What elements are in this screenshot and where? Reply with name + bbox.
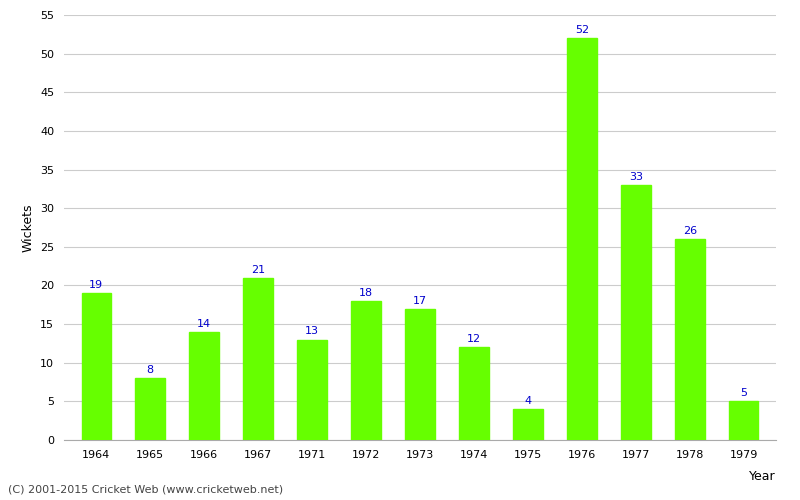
Bar [621, 185, 650, 440]
Text: 26: 26 [682, 226, 697, 236]
Text: 21: 21 [251, 264, 266, 274]
Bar [567, 38, 597, 440]
Bar [459, 348, 489, 440]
Bar [82, 293, 111, 440]
Text: 12: 12 [467, 334, 481, 344]
Bar [405, 308, 435, 440]
Text: 19: 19 [90, 280, 103, 290]
Text: 18: 18 [359, 288, 373, 298]
Text: 17: 17 [413, 296, 427, 306]
Text: (C) 2001-2015 Cricket Web (www.cricketweb.net): (C) 2001-2015 Cricket Web (www.cricketwe… [8, 485, 283, 495]
Bar [298, 340, 327, 440]
Text: 8: 8 [146, 365, 154, 375]
Text: 4: 4 [524, 396, 531, 406]
Bar [135, 378, 165, 440]
Text: 33: 33 [629, 172, 642, 182]
Text: 52: 52 [574, 25, 589, 35]
Bar [243, 278, 273, 440]
Y-axis label: Wickets: Wickets [22, 203, 34, 252]
Text: 13: 13 [305, 326, 319, 336]
Bar [513, 409, 542, 440]
Bar [729, 402, 758, 440]
Text: Year: Year [750, 470, 776, 483]
Bar [351, 301, 381, 440]
Bar [190, 332, 219, 440]
Text: 14: 14 [197, 318, 211, 328]
Bar [675, 239, 705, 440]
Text: 5: 5 [740, 388, 747, 398]
